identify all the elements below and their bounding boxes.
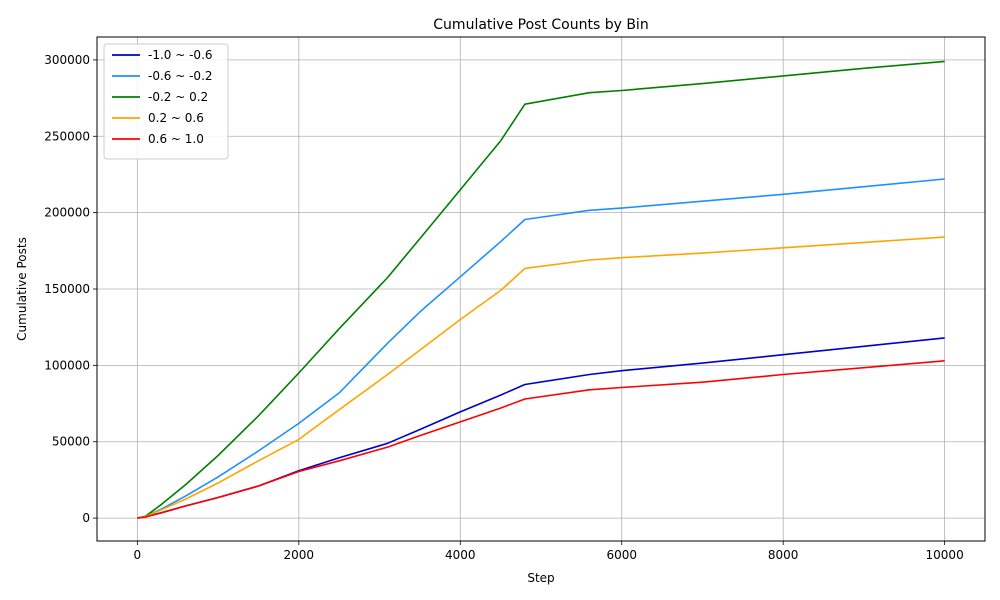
y-tick-label: 100000 [44, 358, 90, 372]
series-line [137, 360, 945, 519]
y-axis-label: Cumulative Posts [15, 237, 29, 341]
y-tick-label: 150000 [44, 282, 90, 296]
series-line [137, 178, 945, 519]
x-tick-label: 2000 [284, 548, 315, 562]
x-tick-label: 0 [134, 548, 142, 562]
series-line [137, 236, 945, 519]
y-tick-label: 300000 [44, 53, 90, 67]
legend-label: 0.2 ~ 0.6 [148, 111, 204, 125]
x-tick-label: 4000 [445, 548, 476, 562]
x-tick-label: 8000 [768, 548, 799, 562]
legend-label: -0.6 ~ -0.2 [148, 69, 213, 83]
legend-label: 0.6 ~ 1.0 [148, 132, 204, 146]
axis-ticks: 0 2000 4000 6000 8000 10000050000100000150000… [44, 53, 964, 562]
y-tick-label: 50000 [52, 435, 90, 449]
y-tick-label: 0 [82, 511, 90, 525]
y-tick-label: 250000 [44, 129, 90, 143]
grid [97, 37, 985, 541]
series-line [137, 60, 945, 519]
y-tick-label: 200000 [44, 206, 90, 220]
chart-title: Cumulative Post Counts by Bin [433, 17, 648, 33]
x-axis-label: Step [527, 571, 554, 585]
series-lines [137, 60, 945, 519]
legend-box [103, 43, 229, 160]
legend-label: -1.0 ~ -0.6 [148, 48, 213, 62]
x-tick-label: 10000 [926, 548, 964, 562]
legend: -1.0 ~ -0.6 -0.6 ~ -0.2 -0.2 ~ 0.2 0.2 ~ 0.… [103, 43, 229, 160]
x-tick-label: 6000 [606, 548, 637, 562]
legend-label: -0.2 ~ 0.2 [148, 90, 208, 104]
